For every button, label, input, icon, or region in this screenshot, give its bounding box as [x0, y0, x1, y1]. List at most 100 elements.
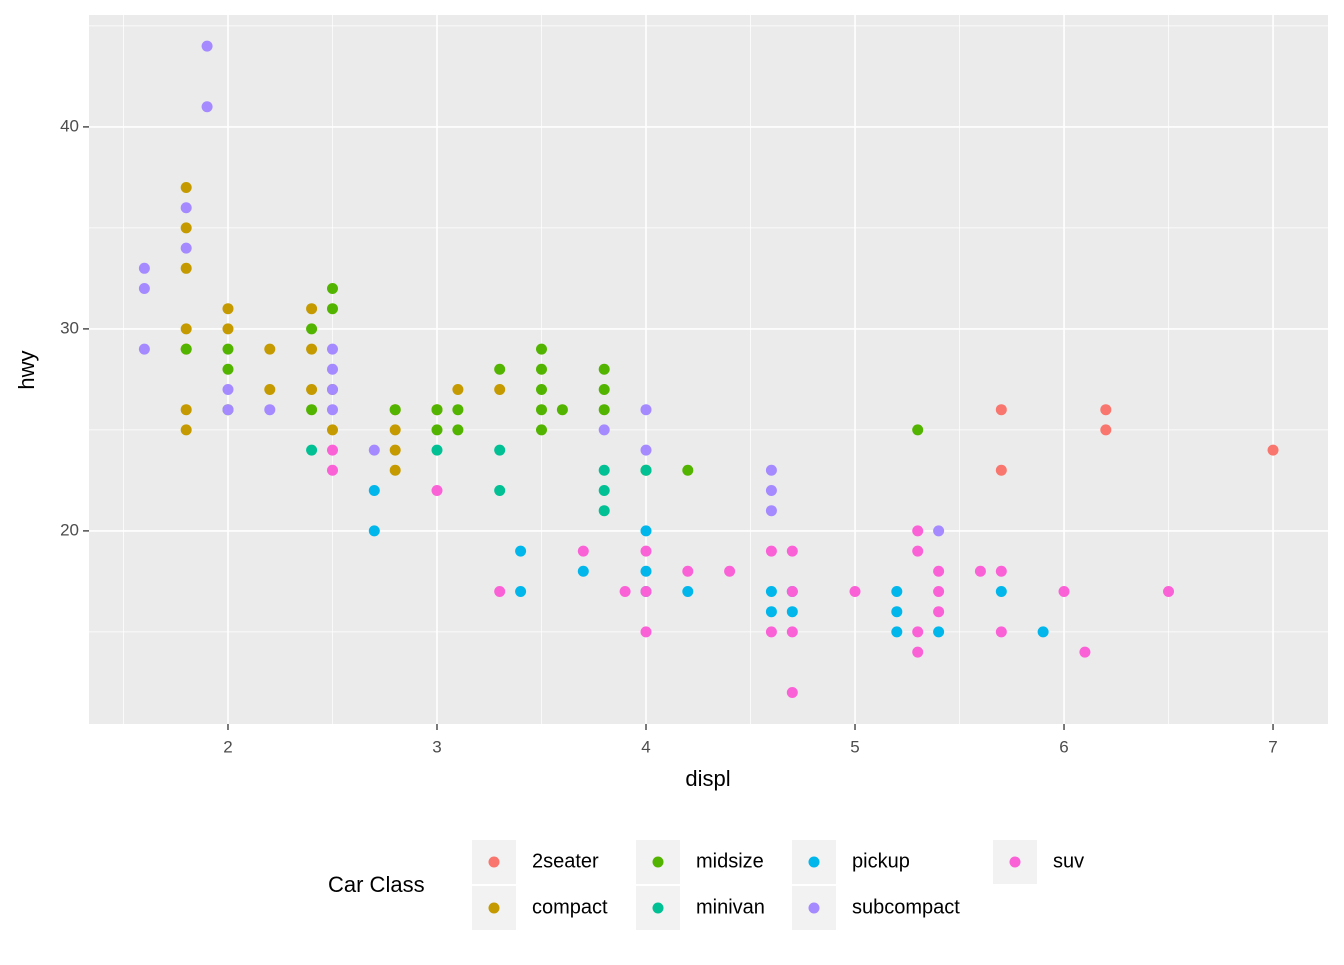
point — [222, 383, 234, 395]
legend-marker — [652, 902, 664, 914]
point — [494, 585, 506, 597]
point — [891, 606, 903, 618]
point — [180, 343, 192, 355]
point — [452, 383, 464, 395]
point — [264, 404, 276, 416]
point — [1079, 646, 1091, 658]
point — [389, 404, 401, 416]
point — [912, 424, 924, 436]
point — [1100, 404, 1112, 416]
legend-label: subcompact — [852, 896, 960, 918]
legend-label: midsize — [696, 850, 764, 872]
point — [180, 424, 192, 436]
point — [682, 585, 694, 597]
point — [138, 283, 150, 295]
point — [598, 404, 610, 416]
point — [389, 444, 401, 456]
y-tick-label: 30 — [60, 318, 79, 337]
legend-label: compact — [532, 896, 608, 918]
point — [431, 424, 443, 436]
legend-label: minivan — [696, 896, 765, 918]
point — [264, 383, 276, 395]
point — [640, 626, 652, 638]
point — [368, 444, 380, 456]
point — [598, 505, 610, 517]
point — [452, 404, 464, 416]
point — [1037, 626, 1049, 638]
point — [306, 303, 318, 315]
legend-label: pickup — [852, 850, 910, 872]
point — [222, 323, 234, 335]
legend-marker — [808, 902, 820, 914]
legend-label: suv — [1053, 850, 1084, 872]
point — [1058, 585, 1070, 597]
point — [640, 585, 652, 597]
point — [536, 424, 548, 436]
panel — [89, 15, 1328, 724]
point — [536, 383, 548, 395]
point — [368, 525, 380, 537]
point — [326, 303, 338, 315]
point — [765, 626, 777, 638]
point — [933, 565, 945, 577]
point — [452, 424, 464, 436]
x-tick-label: 2 — [223, 737, 232, 756]
point — [995, 464, 1007, 476]
x-axis-label: displ — [685, 766, 730, 791]
point — [180, 262, 192, 274]
point — [891, 626, 903, 638]
point — [995, 565, 1007, 577]
point — [515, 585, 527, 597]
point — [201, 40, 213, 52]
point — [494, 363, 506, 375]
point — [682, 464, 694, 476]
point — [995, 626, 1007, 638]
point — [536, 404, 548, 416]
point — [306, 444, 318, 456]
legend-title: Car Class — [328, 872, 425, 897]
point — [598, 424, 610, 436]
point — [682, 565, 694, 577]
point — [431, 484, 443, 496]
point — [201, 101, 213, 113]
legend-label: 2seater — [532, 850, 599, 872]
point — [912, 626, 924, 638]
point — [536, 343, 548, 355]
point — [598, 484, 610, 496]
point — [765, 484, 777, 496]
point — [326, 424, 338, 436]
y-axis-label: hwy — [14, 350, 39, 389]
point — [306, 323, 318, 335]
point — [933, 626, 945, 638]
point — [138, 262, 150, 274]
point — [640, 525, 652, 537]
x-tick-label: 7 — [1268, 737, 1277, 756]
point — [326, 283, 338, 295]
point — [891, 585, 903, 597]
x-tick-label: 6 — [1059, 737, 1068, 756]
point — [536, 363, 548, 375]
x-tick-label: 4 — [641, 737, 650, 756]
point — [640, 444, 652, 456]
point — [786, 686, 798, 698]
point — [640, 565, 652, 577]
point — [577, 565, 589, 577]
point — [786, 606, 798, 618]
point — [494, 383, 506, 395]
point — [326, 404, 338, 416]
point — [995, 404, 1007, 416]
point — [306, 343, 318, 355]
point — [326, 363, 338, 375]
x-tick-label: 3 — [432, 737, 441, 756]
point — [933, 525, 945, 537]
point — [933, 606, 945, 618]
point — [598, 464, 610, 476]
point — [431, 444, 443, 456]
point — [515, 545, 527, 557]
point — [640, 545, 652, 557]
y-tick-label: 40 — [60, 116, 79, 135]
point — [786, 626, 798, 638]
legend-marker — [1009, 856, 1021, 868]
